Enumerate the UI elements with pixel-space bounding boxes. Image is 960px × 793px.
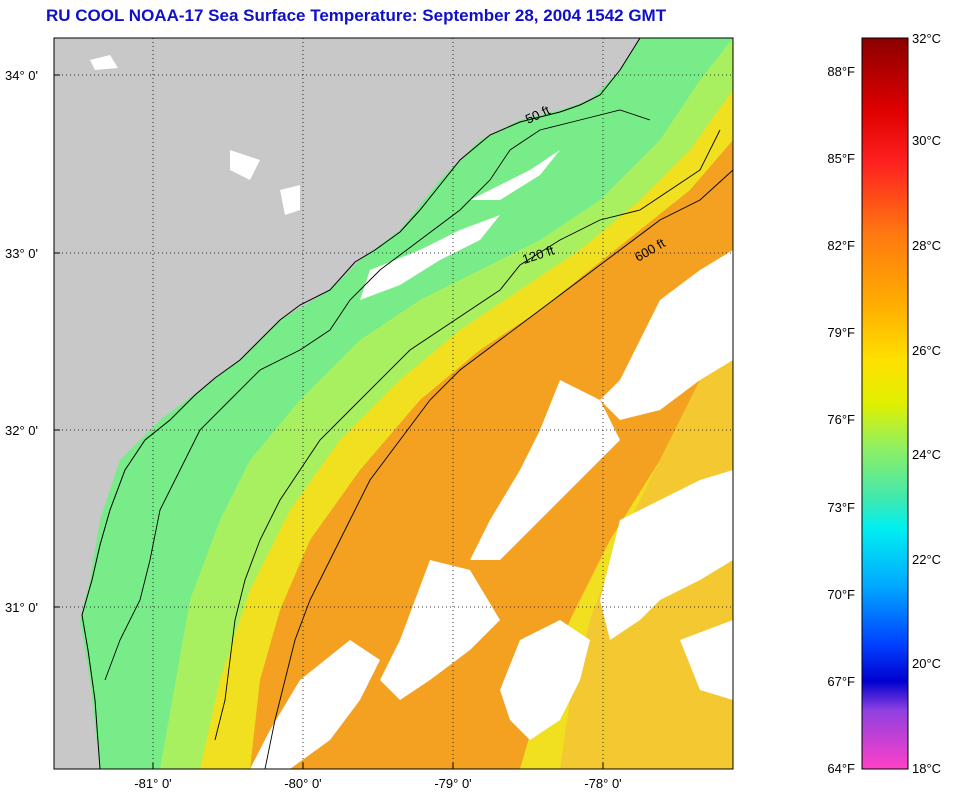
colorbar-f-label: 67°F bbox=[827, 674, 855, 689]
colorbar-f-label: 79°F bbox=[827, 325, 855, 340]
cloud-offshore-1 bbox=[600, 250, 733, 420]
colorbar-gradient bbox=[861, 37, 909, 770]
lat-label: 34° 0' bbox=[5, 68, 38, 83]
colorbar-c-label: 30°C bbox=[912, 133, 941, 148]
colorbar-f-label: 85°F bbox=[827, 151, 855, 166]
colorbar-c-label: 20°C bbox=[912, 656, 941, 671]
map-area: 50 ft 120 ft 600 ft bbox=[54, 38, 733, 769]
contour-120ft bbox=[214, 129, 721, 741]
colorbar-f-label: 82°F bbox=[827, 238, 855, 253]
colorbar-f-label: 70°F bbox=[827, 587, 855, 602]
coastline bbox=[81, 38, 641, 769]
colorbar-c-label: 24°C bbox=[912, 447, 941, 462]
lon-label: -78° 0' bbox=[584, 776, 621, 791]
colorbar-c-label: 18°C bbox=[912, 761, 941, 776]
colorbar-f-label: 88°F bbox=[827, 64, 855, 79]
lon-label: -81° 0' bbox=[134, 776, 171, 791]
map-frame bbox=[53, 37, 734, 770]
colorbar-f-label: 76°F bbox=[827, 412, 855, 427]
lat-label: 31° 0' bbox=[5, 600, 38, 615]
cloud-nearshore bbox=[360, 215, 500, 300]
lon-axis: -81° 0' -80° 0' -79° 0' -78° 0' bbox=[134, 763, 622, 791]
lat-label: 33° 0' bbox=[5, 246, 38, 261]
contour-600ft bbox=[264, 169, 733, 769]
colorbar-c-label: 22°C bbox=[912, 552, 941, 567]
lon-label: -79° 0' bbox=[434, 776, 471, 791]
colorbar: 88°F 85°F 82°F 79°F 76°F 73°F 70°F 67°F … bbox=[827, 31, 941, 776]
colorbar-c-label: 26°C bbox=[912, 343, 941, 358]
lat-label: 32° 0' bbox=[5, 423, 38, 438]
map-title: RU COOL NOAA-17 Sea Surface Temperature:… bbox=[46, 6, 667, 25]
colorbar-f-label: 64°F bbox=[827, 761, 855, 776]
cloud-offshore-2 bbox=[470, 380, 620, 560]
colorbar-f-label: 73°F bbox=[827, 500, 855, 515]
contour-50ft bbox=[104, 109, 651, 681]
warm-band bbox=[250, 140, 733, 769]
lat-axis: 34° 0' 33° 0' 32° 0' 31° 0' bbox=[5, 68, 60, 615]
colorbar-c-label: 28°C bbox=[912, 238, 941, 253]
lon-label: -80° 0' bbox=[284, 776, 321, 791]
colorbar-c-label: 32°C bbox=[912, 31, 941, 46]
